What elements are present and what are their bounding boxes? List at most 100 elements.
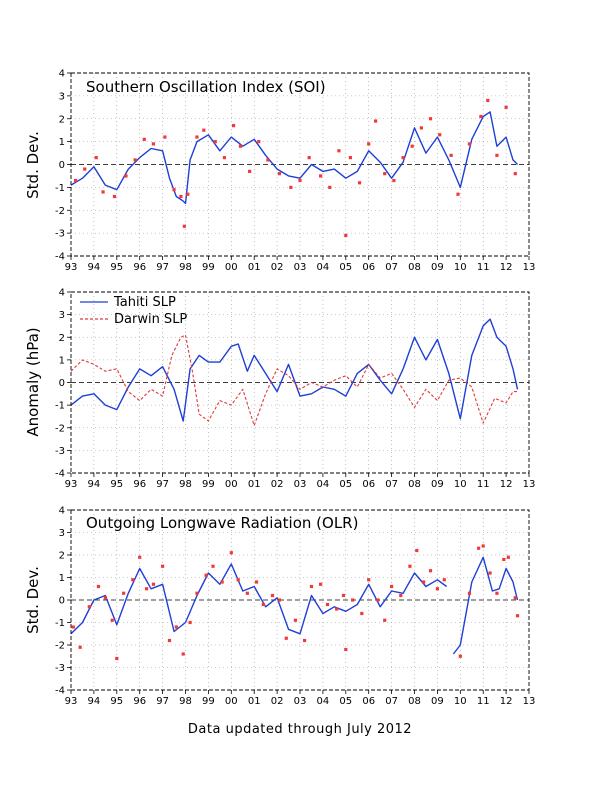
olr-y-tick-label: -2 <box>55 641 65 652</box>
soi-points-marker <box>257 140 261 144</box>
soi-points-marker <box>163 135 167 139</box>
olr-points-marker <box>103 596 107 600</box>
soi-x-tick-label: 13 <box>523 262 536 273</box>
slp-x-tick-label: 97 <box>156 479 169 490</box>
olr-x-tick-label: 99 <box>202 696 215 707</box>
olr-points-marker <box>110 618 114 622</box>
olr-y-tick-label: -4 <box>55 686 65 697</box>
slp-x-tick-label: 07 <box>385 479 398 490</box>
olr-points-marker <box>87 605 91 609</box>
soi-points-marker <box>133 158 137 162</box>
olr-y-tick-label: 0 <box>59 596 65 607</box>
olr-points-marker <box>181 652 185 656</box>
olr-points-marker <box>245 591 249 595</box>
soi-points-marker <box>83 167 87 171</box>
olr-points-marker <box>309 584 314 589</box>
olr-points-marker <box>325 602 330 607</box>
olr-points-marker <box>220 580 224 584</box>
soi-y-tick-label: 3 <box>59 91 65 102</box>
slp-y-tick-label: -3 <box>55 446 65 457</box>
olr-points-marker <box>122 591 126 595</box>
soi-line-line <box>70 111 519 205</box>
olr-x-tick-label: 01 <box>248 696 261 707</box>
slp-y-tick-label: 0 <box>59 378 65 389</box>
soi-points-marker <box>383 172 387 176</box>
slp-x-tick-label: 10 <box>454 479 467 490</box>
soi-points-marker <box>419 126 423 130</box>
olr-points-marker <box>204 573 208 577</box>
olr-points-marker <box>284 636 288 640</box>
olr-x-tick-label: 11 <box>477 696 490 707</box>
soi-points-marker <box>513 172 517 176</box>
olr-points-marker <box>488 571 492 575</box>
soi-points-marker <box>504 105 508 109</box>
olr-x-tick-label: 94 <box>88 696 101 707</box>
soi-title: Southern Oscillation Index (SOI) <box>86 78 326 96</box>
soi-points-marker <box>124 174 128 178</box>
olr-points-marker <box>495 591 499 595</box>
olr-points-marker <box>376 598 380 602</box>
slp-x-tick-label: 94 <box>88 479 101 490</box>
soi-x-tick-label: 12 <box>500 262 513 273</box>
olr-points-marker <box>161 564 165 568</box>
olr-points-marker <box>515 614 520 618</box>
olr-x-tick-label: 07 <box>385 696 398 707</box>
soi-y-tick-label: 1 <box>59 137 65 148</box>
soi-x-tick-label: 97 <box>156 262 169 273</box>
soi-x-tick-label: 06 <box>362 262 375 273</box>
olr-points-marker <box>513 596 517 600</box>
soi-y-tick-label: -3 <box>55 229 65 240</box>
soi-x-tick-label: 09 <box>431 262 444 273</box>
soi-points-marker <box>373 119 378 123</box>
olr-x-tick-label: 02 <box>271 696 284 707</box>
olr-title: Outgoing Longwave Radiation (OLR) <box>86 514 358 532</box>
olr-y-tick-label: 4 <box>59 506 65 517</box>
olr-points-marker <box>502 557 506 562</box>
soi-points-marker <box>337 149 341 153</box>
soi-y-tick-label: 0 <box>59 160 65 171</box>
soi-points-marker <box>410 144 414 148</box>
olr-x-tick-label: 98 <box>179 696 192 707</box>
slp-x-tick-label: 00 <box>225 479 238 490</box>
soi-points-marker <box>151 142 156 146</box>
olr-y-tick-label: 1 <box>59 573 65 584</box>
soi-points-marker <box>392 178 396 183</box>
olr-points-marker <box>277 598 281 602</box>
slp-y-tick-label: 3 <box>59 310 65 321</box>
olr-points-marker <box>115 656 119 661</box>
olr-points-marker <box>167 638 172 643</box>
olr-x-tick-label: 08 <box>408 696 421 707</box>
olr-x-tick-label: 05 <box>339 696 352 707</box>
slp-x-tick-label: 11 <box>477 479 490 490</box>
olr-points-marker <box>477 546 481 550</box>
olr-points-marker <box>188 620 192 625</box>
soi-points-marker <box>428 117 433 121</box>
olr-points-marker <box>254 580 259 584</box>
soi-x-tick-label: 05 <box>339 262 352 273</box>
olr-x-tick-label: 96 <box>133 696 146 707</box>
slp-y-tick-label: -1 <box>55 401 65 412</box>
olr-points-marker <box>138 555 142 559</box>
soi-points-marker <box>202 128 206 132</box>
olr-points-marker <box>71 625 75 629</box>
olr-x-tick-label: 03 <box>294 696 307 707</box>
olr-points-marker <box>319 582 323 586</box>
olr-line-line <box>452 556 519 655</box>
soi-points-marker <box>319 174 323 178</box>
soi-points-marker <box>266 158 270 162</box>
soi-points-marker <box>73 178 78 183</box>
soi-x-tick-label: 07 <box>385 262 398 273</box>
soi-y-tick-label: 2 <box>59 114 65 125</box>
olr-points-marker <box>367 578 371 582</box>
soi-points-marker <box>467 142 472 146</box>
slp-y-tick-label: 4 <box>59 288 65 299</box>
soi-points-marker <box>248 169 252 173</box>
soi-points-marker <box>179 194 183 199</box>
soi-points-marker <box>277 172 281 176</box>
soi-y-tick-label: -2 <box>55 206 65 217</box>
soi-points-marker <box>186 192 190 196</box>
soi-x-tick-label: 94 <box>88 262 101 273</box>
slp-x-tick-label: 99 <box>202 479 215 490</box>
